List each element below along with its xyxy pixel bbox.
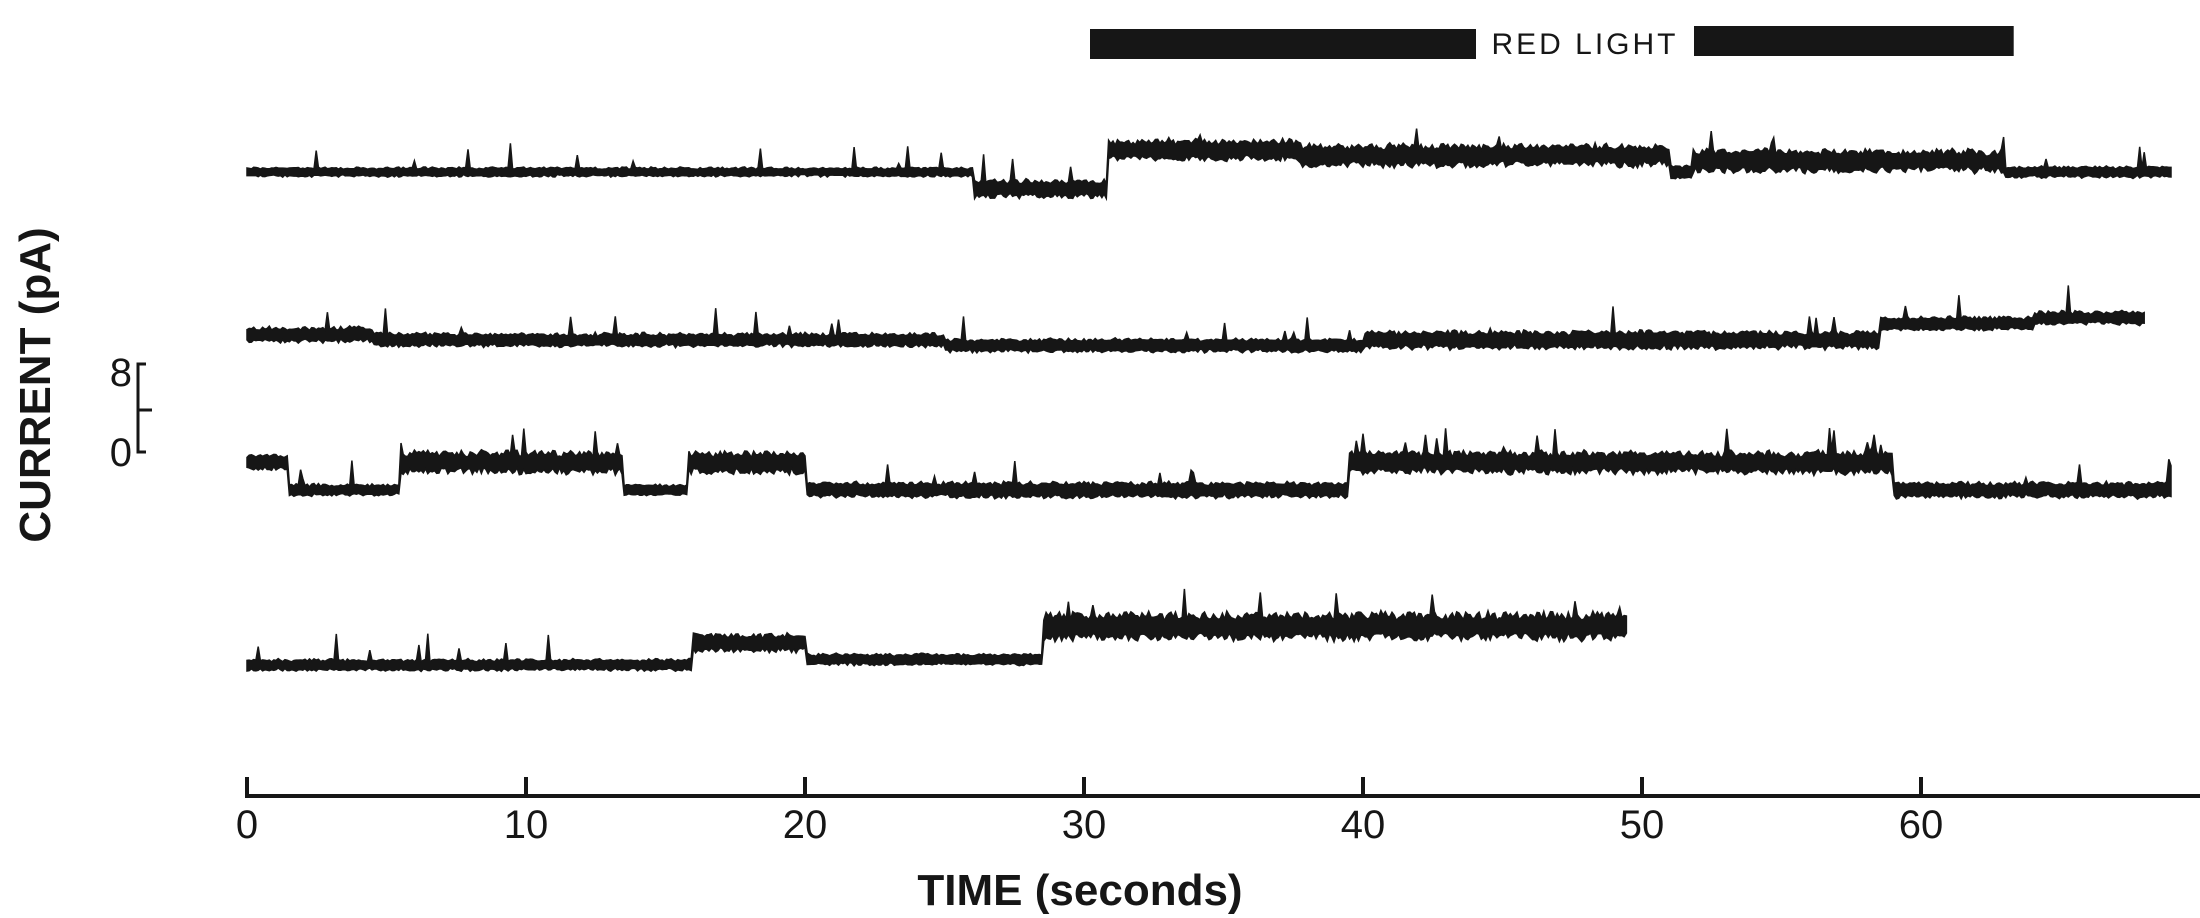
x-tick-label: 30 <box>1062 803 1107 847</box>
x-tick-label: 50 <box>1620 803 1665 847</box>
stimulus-bar-left <box>1090 29 1476 59</box>
traces <box>246 128 2172 673</box>
trace-row-1 <box>246 128 2172 202</box>
stimulus-bar-right <box>1694 26 2014 56</box>
x-tick-label: 0 <box>236 803 258 847</box>
scale-bar-line <box>136 362 152 454</box>
stimulus-label: RED LIGHT <box>1491 28 1678 61</box>
trace-row-2 <box>246 285 2145 355</box>
stimulus-bar: RED LIGHT <box>1090 26 2014 61</box>
scale-bar-top-label: 8 <box>110 351 132 395</box>
x-tick-label: 60 <box>1899 803 1944 847</box>
x-axis-label: TIME (seconds) <box>917 866 1242 915</box>
x-tick-label: 10 <box>504 803 549 847</box>
trace-row-3 <box>246 428 2172 501</box>
x-tick-label: 20 <box>783 803 828 847</box>
scale-bar-bottom-label: 0 <box>110 431 132 475</box>
y-axis-label: CURRENT (pA) <box>11 227 60 542</box>
trace-row-4 <box>246 588 1628 673</box>
x-ticks: 0 10 20 30 40 50 60 <box>236 777 1943 847</box>
x-tick-label: 40 <box>1341 803 1386 847</box>
scale-bar: 8 0 <box>110 351 152 475</box>
